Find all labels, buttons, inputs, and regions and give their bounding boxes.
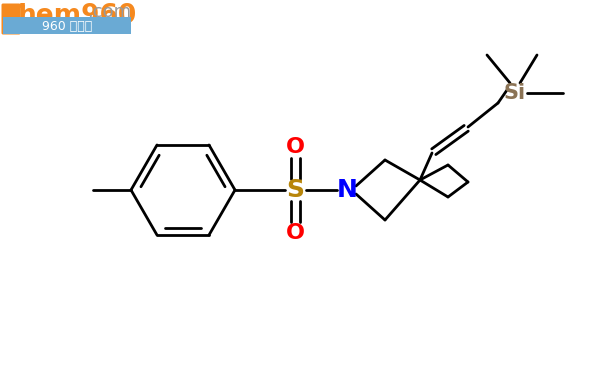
Text: hem960: hem960	[18, 3, 137, 29]
Text: O: O	[286, 137, 304, 157]
Text: S: S	[286, 178, 304, 202]
FancyBboxPatch shape	[1, 3, 21, 34]
Text: 960 化工网: 960 化工网	[42, 20, 92, 33]
Text: Si: Si	[504, 83, 526, 103]
FancyBboxPatch shape	[3, 17, 131, 34]
Text: .com: .com	[87, 3, 131, 21]
Text: C: C	[4, 3, 25, 31]
Text: N: N	[336, 178, 358, 202]
Text: O: O	[286, 223, 304, 243]
